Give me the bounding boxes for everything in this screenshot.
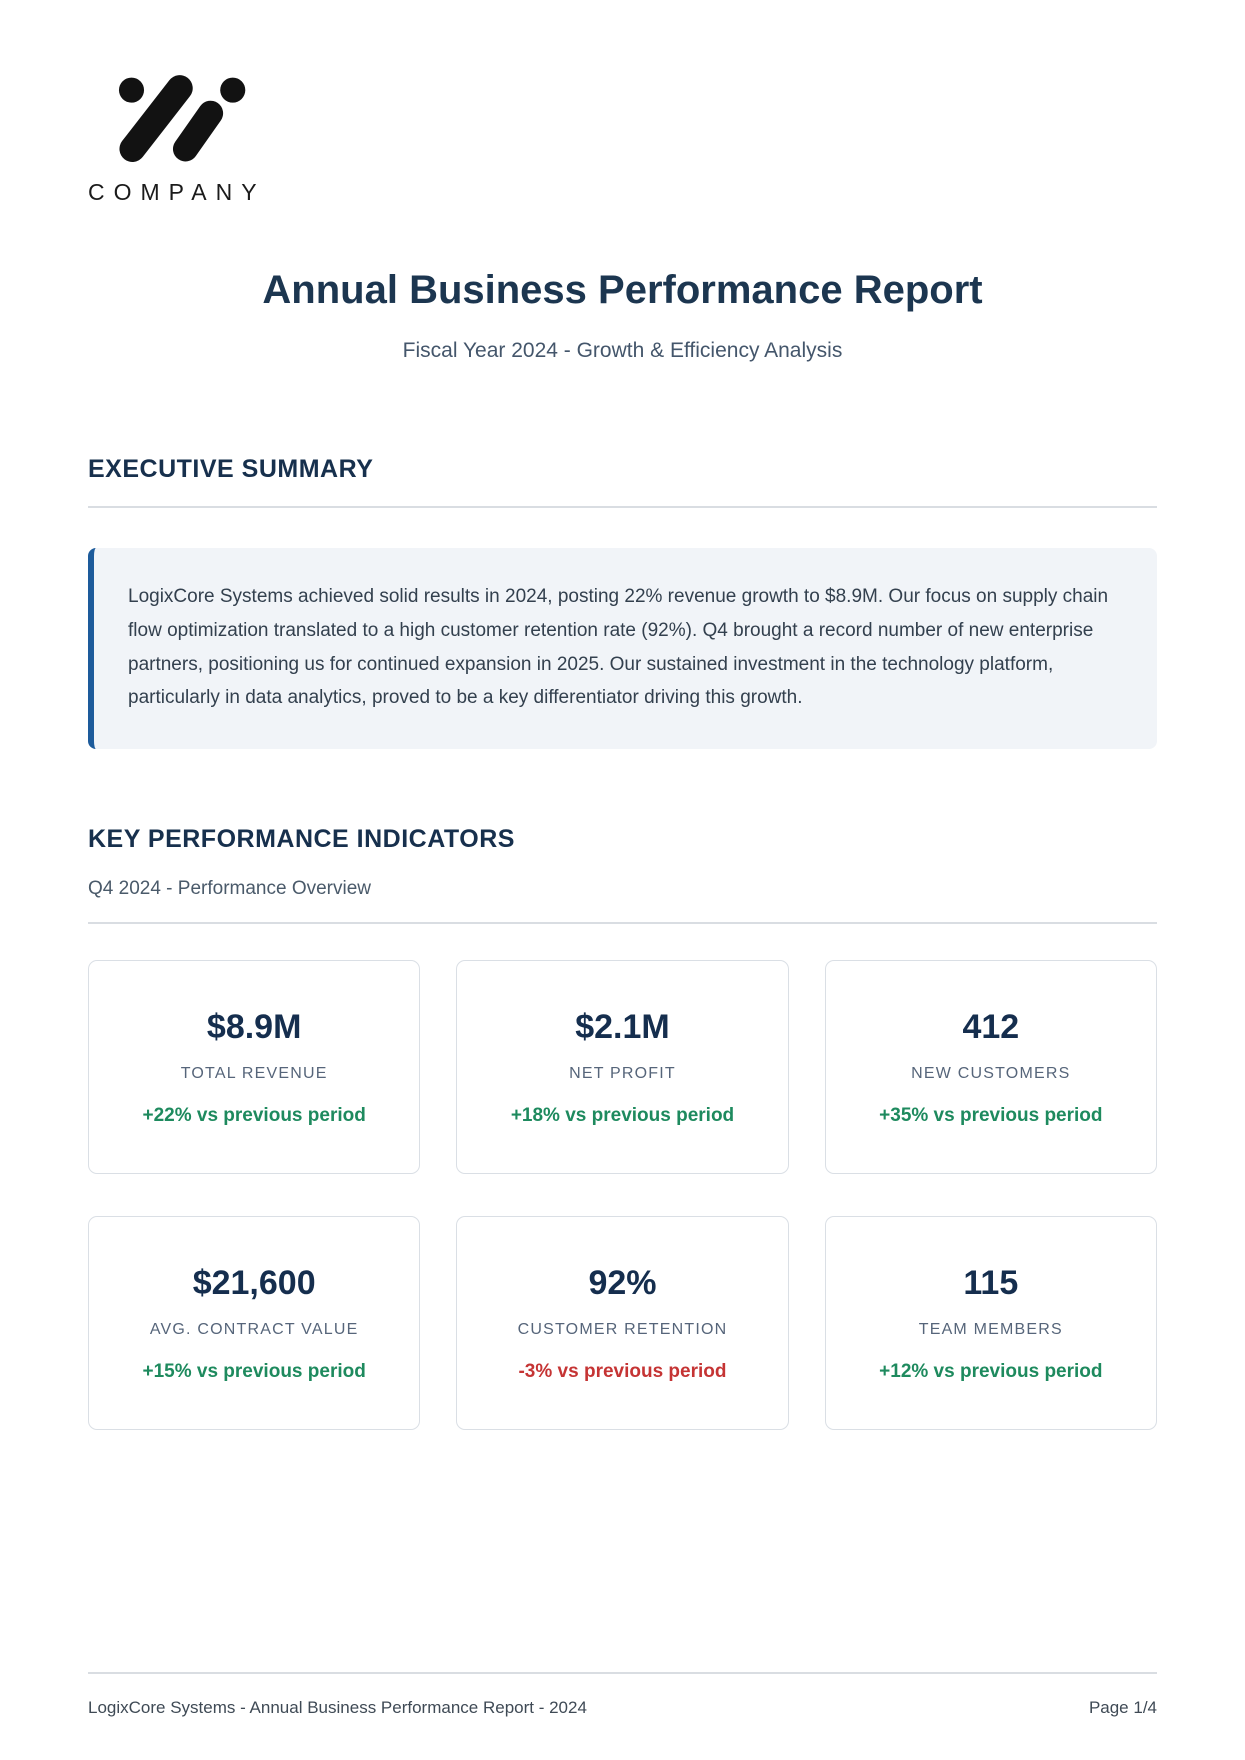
page-title: Annual Business Performance Report bbox=[262, 268, 983, 312]
section-divider bbox=[88, 506, 1157, 508]
logo-company-label: COMPANY bbox=[88, 179, 266, 205]
kpi-label: NET PROFIT bbox=[569, 1064, 676, 1082]
title-block: Annual Business Performance Report Fisca… bbox=[88, 268, 1157, 363]
footer-page-number: Page 1/4 bbox=[1088, 1698, 1157, 1717]
executive-summary-text: LogixCore Systems achieved solid results… bbox=[128, 586, 1109, 709]
kpi-value: 115 bbox=[963, 1263, 1019, 1302]
kpi-change: +15% vs previous period bbox=[142, 1360, 366, 1382]
kpi-value: 92% bbox=[588, 1263, 657, 1302]
kpi-label: CUSTOMER RETENTION bbox=[517, 1320, 728, 1338]
kpi-change: +18% vs previous period bbox=[510, 1104, 735, 1126]
kpi-value: $2.1M bbox=[575, 1007, 670, 1046]
kpi-heading: KEY PERFORMANCE INDICATORS bbox=[88, 825, 515, 854]
kpi-card-avg-contract-value: $21,600 AVG. CONTRACT VALUE +15% vs prev… bbox=[88, 1216, 421, 1431]
footer-divider bbox=[88, 1672, 1157, 1674]
kpi-value: 412 bbox=[962, 1007, 1020, 1046]
kpi-value: $8.9M bbox=[206, 1007, 302, 1046]
kpi-card-net-profit: $2.1M NET PROFIT +18% vs previous period bbox=[456, 960, 789, 1175]
kpi-label: NEW CUSTOMERS bbox=[911, 1064, 1071, 1082]
kpi-change: +35% vs previous period bbox=[879, 1104, 1103, 1126]
section-divider bbox=[88, 922, 1157, 925]
logo-mark-icon bbox=[118, 75, 246, 162]
kpi-card-new-customers: 412 NEW CUSTOMERS +35% vs previous perio… bbox=[824, 960, 1157, 1175]
footer-report-title: LogixCore Systems - Annual Business Perf… bbox=[88, 1698, 587, 1717]
kpi-card-customer-retention: 92% CUSTOMER RETENTION -3% vs previous p… bbox=[456, 1216, 789, 1431]
kpi-label: TOTAL REVENUE bbox=[180, 1064, 328, 1082]
page-subtitle: Fiscal Year 2024 - Growth & Efficiency A… bbox=[402, 339, 843, 362]
kpi-label: TEAM MEMBERS bbox=[918, 1320, 1063, 1338]
kpi-change: -3% vs previous period bbox=[518, 1360, 727, 1382]
kpi-grid: $8.9M TOTAL REVENUE +22% vs previous per… bbox=[88, 960, 1157, 1431]
executive-summary-box: LogixCore Systems achieved solid results… bbox=[88, 548, 1157, 750]
kpi-value: $21,600 bbox=[192, 1263, 316, 1302]
kpi-change: +12% vs previous period bbox=[879, 1360, 1103, 1382]
company-logo: COMPANY bbox=[88, 0, 1157, 206]
kpi-card-total-revenue: $8.9M TOTAL REVENUE +22% vs previous per… bbox=[88, 960, 421, 1175]
kpi-change: +22% vs previous period bbox=[142, 1104, 366, 1126]
executive-summary-heading: EXECUTIVE SUMMARY bbox=[88, 455, 374, 483]
kpi-subheading: Q4 2024 - Performance Overview bbox=[88, 878, 372, 900]
page-footer: LogixCore Systems - Annual Business Perf… bbox=[72, 1672, 1173, 1718]
kpi-card-team-members: 115 TEAM MEMBERS +12% vs previous period bbox=[824, 1216, 1157, 1431]
kpi-label: AVG. CONTRACT VALUE bbox=[149, 1320, 359, 1338]
